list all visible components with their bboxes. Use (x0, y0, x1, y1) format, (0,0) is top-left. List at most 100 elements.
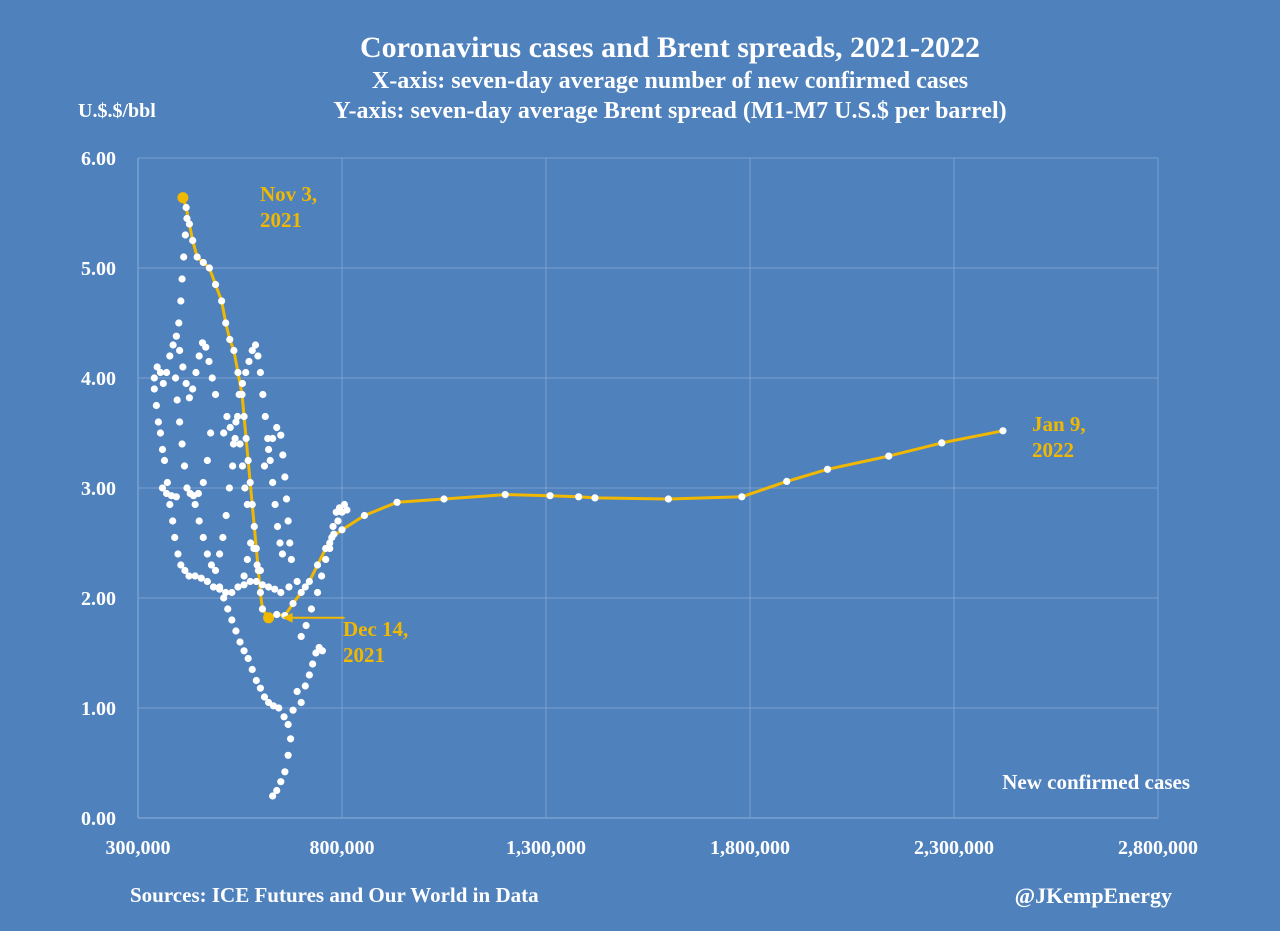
highlight-point (501, 491, 509, 499)
data-point (278, 550, 287, 558)
data-point (312, 649, 320, 657)
highlight-point (823, 465, 832, 473)
data-point (209, 583, 218, 591)
annotation-jan-9-line2: 2022 (1032, 438, 1074, 462)
highlight-point (393, 498, 401, 506)
data-point (297, 632, 305, 641)
data-point (240, 581, 248, 589)
highlight-point (222, 319, 230, 327)
data-point (153, 363, 161, 371)
highlight-point (273, 610, 281, 619)
data-point (232, 627, 240, 635)
y-tick-label: 4.00 (81, 368, 116, 390)
data-point (246, 577, 254, 586)
highlight-point (738, 493, 746, 501)
highlight-point (305, 577, 313, 586)
data-point (301, 682, 309, 690)
data-point (226, 423, 234, 432)
data-point (281, 768, 289, 776)
highlight-point (252, 544, 260, 553)
grid-layer (137, 157, 1159, 819)
data-point (343, 506, 351, 514)
highlight-point (328, 533, 336, 542)
data-point (172, 332, 180, 340)
data-point (273, 423, 281, 432)
data-point (207, 561, 216, 569)
data-point (194, 489, 202, 498)
data-point (191, 572, 199, 580)
data-point (285, 583, 293, 591)
data-point (177, 297, 185, 305)
data-point (286, 539, 294, 547)
data-point (205, 357, 213, 366)
data-point (251, 341, 260, 349)
highlight-point (248, 500, 256, 509)
data-point (241, 484, 249, 492)
data-point (176, 418, 184, 426)
highlight-point (199, 258, 207, 267)
data-point (174, 550, 182, 558)
data-point (287, 555, 296, 564)
data-point (166, 352, 174, 360)
data-point (225, 484, 233, 492)
highlight-point (938, 439, 946, 447)
data-point (247, 539, 255, 547)
highlight-point (238, 390, 246, 399)
highlight-point (664, 495, 673, 503)
highlight-point (189, 236, 197, 245)
highlight-point (338, 526, 346, 534)
highlight-point (313, 561, 322, 569)
data-point (171, 533, 179, 542)
data-point (220, 429, 228, 437)
data-point (277, 431, 285, 439)
data-point (302, 621, 310, 630)
chart-title: Coronavirus cases and Brent spreads, 202… (359, 31, 981, 64)
highlight-point (254, 566, 262, 575)
data-point (169, 517, 177, 525)
highlight-series-line (181, 197, 1004, 620)
data-point (203, 550, 211, 558)
highlight-point (230, 346, 238, 355)
data-point (277, 588, 285, 597)
annotation-nov-3: Nov 3, 2021 (260, 181, 317, 233)
data-point (199, 478, 207, 487)
highlight-point (546, 492, 554, 500)
data-point (284, 517, 292, 525)
highlight-point (244, 456, 252, 465)
annotation-dec-14: Dec 14, 2021 (343, 616, 408, 668)
y-tick-label: 1.00 (81, 698, 116, 720)
data-point (216, 583, 224, 591)
data-point (195, 352, 203, 360)
x-tick-label: 1,800,000 (710, 837, 790, 859)
data-point (208, 374, 216, 382)
chart-subtitle-x: X-axis: seven-day average number of new … (371, 68, 969, 94)
data-point (232, 418, 240, 426)
data-point (254, 352, 262, 360)
highlight-point (182, 203, 190, 212)
data-point (216, 550, 224, 558)
data-point (163, 478, 171, 487)
data-point (182, 379, 190, 388)
data-point (334, 517, 342, 525)
data-point (236, 638, 244, 646)
data-point (183, 214, 191, 223)
highlight-point (240, 412, 248, 421)
data-point (219, 533, 227, 542)
highlight-point (783, 477, 791, 485)
data-point (156, 429, 165, 437)
data-point (305, 671, 313, 679)
data-point (277, 778, 285, 786)
x-tick-label: 1,300,000 (506, 837, 586, 859)
highlight-point (591, 494, 599, 502)
data-point (340, 500, 349, 509)
annotation-jan-9-line1: Jan 9, (1032, 412, 1086, 436)
data-point (160, 456, 169, 465)
data-point (222, 588, 230, 597)
data-point (240, 572, 248, 580)
data-point (166, 500, 174, 509)
data-point (236, 440, 244, 448)
data-point (264, 445, 273, 454)
highlight-point (360, 511, 369, 520)
data-point (171, 374, 180, 382)
data-point (329, 522, 337, 531)
